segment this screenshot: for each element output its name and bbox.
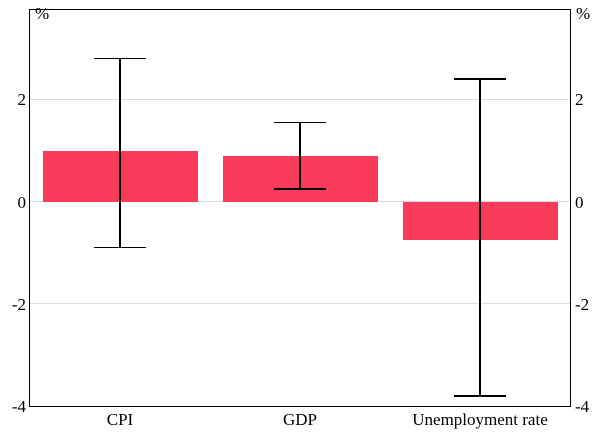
category-label-cpi: CPI <box>106 410 134 429</box>
category-label-gdp: GDP <box>282 410 318 429</box>
gridline-0 <box>30 201 570 203</box>
y-tick-label-left--2: -2 <box>11 294 26 314</box>
y-tick-label-left-2: 2 <box>17 90 27 110</box>
error-bar-line-unemployment-rate <box>479 78 481 396</box>
y-axis-unit-left: % <box>35 4 50 23</box>
y-tick-label-right--4: -4 <box>575 397 590 416</box>
error-bar-cap-top-gdp <box>274 121 326 124</box>
error-bar-cap-bottom-gdp <box>274 188 326 190</box>
category-label-unemployment-rate: Unemployment rate <box>412 410 548 429</box>
y-tick-label-right-2: 2 <box>575 90 584 110</box>
gridline-2 <box>30 98 570 100</box>
error-bar-cap-bottom-cpi <box>94 246 146 249</box>
plot-area <box>28 8 571 407</box>
y-tick-label-left--4: -4 <box>11 397 26 416</box>
y-axis-unit-right: % <box>576 4 591 23</box>
error-bar-cap-top-unemployment-rate <box>454 78 506 80</box>
gridline--2 <box>30 303 570 305</box>
y-tick-label-right-0: 0 <box>575 192 584 212</box>
y-tick-label-right--2: -2 <box>575 294 590 314</box>
error-bar-line-gdp <box>299 122 301 189</box>
error-bar-cap-top-cpi <box>94 57 146 60</box>
error-bar-line-cpi <box>119 58 121 248</box>
y-tick-label-left-0: 0 <box>17 192 27 212</box>
error-bar-cap-bottom-unemployment-rate <box>454 395 506 397</box>
